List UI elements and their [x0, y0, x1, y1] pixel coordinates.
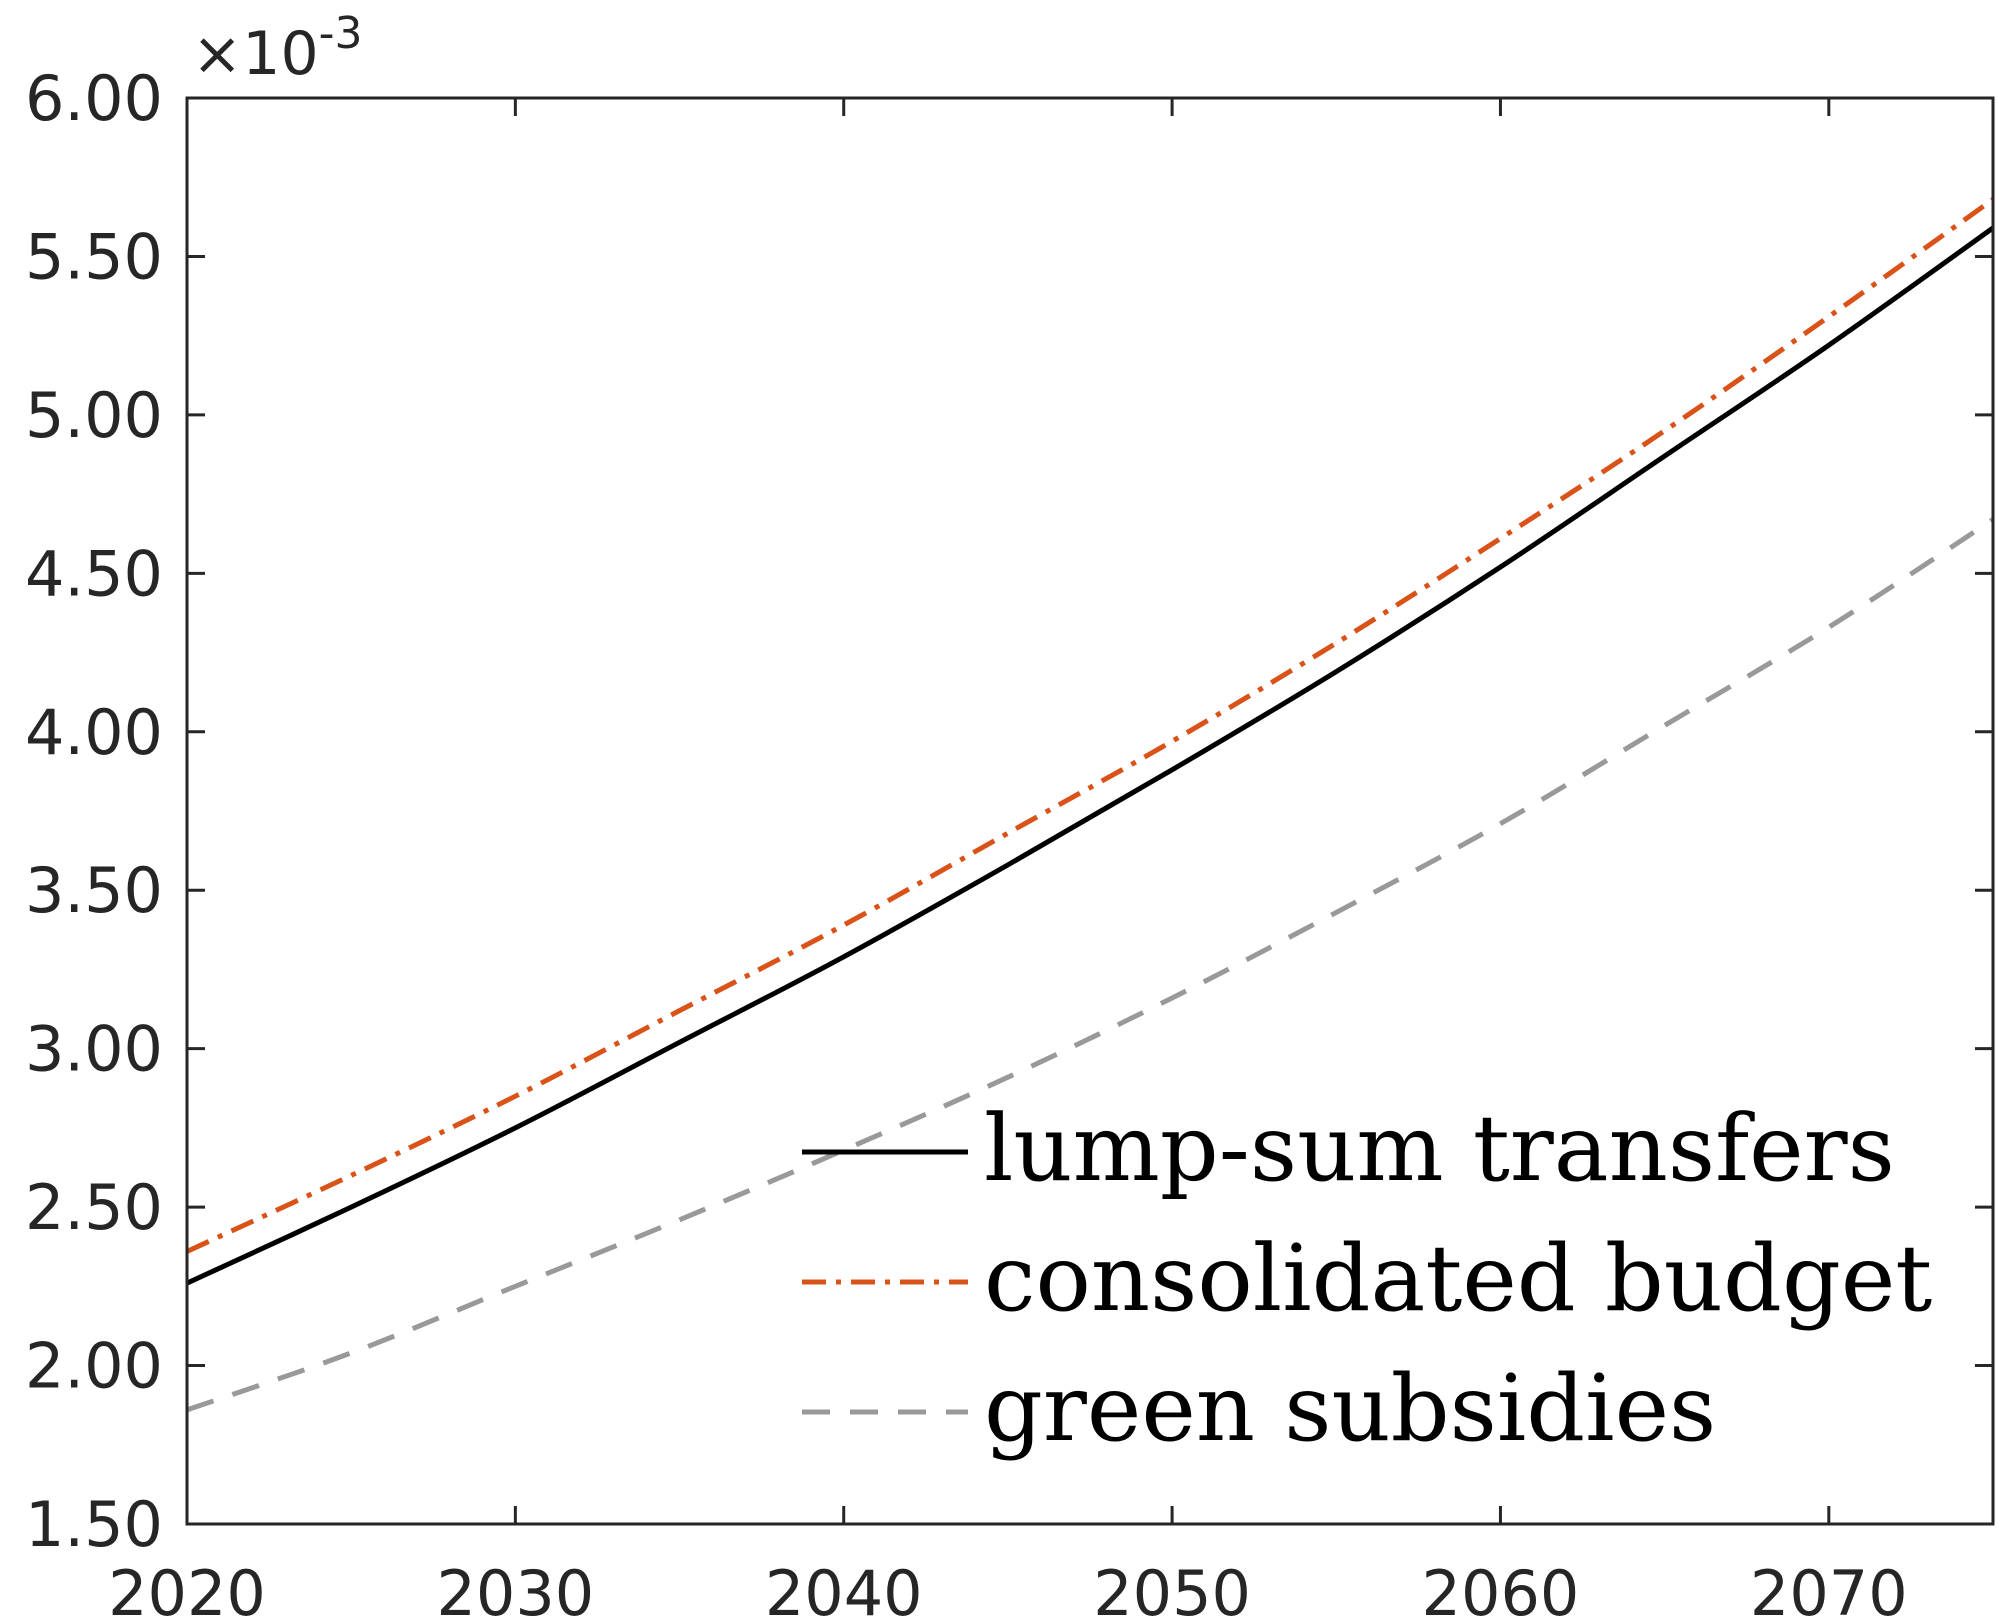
- x-tick-label: 2050: [1093, 1557, 1251, 1622]
- x-axis: 2020 2030 2040 2050 2060 2070: [108, 98, 1908, 1622]
- series-line-1: [185, 225, 1995, 1286]
- series-layer: [185, 197, 1995, 1413]
- legend-label-1: lump-sum transfers: [984, 1095, 1895, 1202]
- x-tick-label: 2060: [1422, 1557, 1580, 1622]
- y-tick-label: 2.50: [25, 1171, 163, 1244]
- y-axis-exponent-base: ×10: [192, 19, 319, 89]
- x-tick-label: 2070: [1750, 1557, 1908, 1622]
- series-line-3: [186, 517, 1995, 1413]
- y-axis-exponent-power: -3: [319, 8, 363, 59]
- y-tick-label: 3.00: [25, 1013, 163, 1086]
- y-tick-label: 2.00: [25, 1330, 163, 1403]
- y-tick-label: 5.50: [25, 220, 163, 293]
- x-tick-label: 2030: [436, 1557, 594, 1622]
- y-tick-label: 3.50: [25, 854, 163, 927]
- y-tick-label: 4.00: [25, 696, 163, 769]
- y-axis-exponent: ×10-3: [192, 8, 363, 89]
- x-tick-label: 2020: [108, 1557, 266, 1622]
- x-tick-label: 2040: [765, 1557, 923, 1622]
- legend: lump-sum transfers consolidated budget gre…: [802, 1095, 1932, 1462]
- y-tick-label: 1.50: [25, 1488, 163, 1561]
- series-line-2: [185, 197, 1995, 1254]
- y-axis: 1.50 2.00 2.50 3.00 3.50 4.00 4.50 5.00 5.50 6.00: [25, 62, 1993, 1561]
- legend-label-2: consolidated budget: [984, 1225, 1932, 1332]
- y-tick-label: 6.00: [25, 62, 163, 135]
- y-tick-label: 4.50: [25, 537, 163, 610]
- plot-frame: [185, 96, 1995, 1526]
- y-tick-label: 5.00: [25, 379, 163, 452]
- legend-label-3: green subsidies: [984, 1355, 1716, 1462]
